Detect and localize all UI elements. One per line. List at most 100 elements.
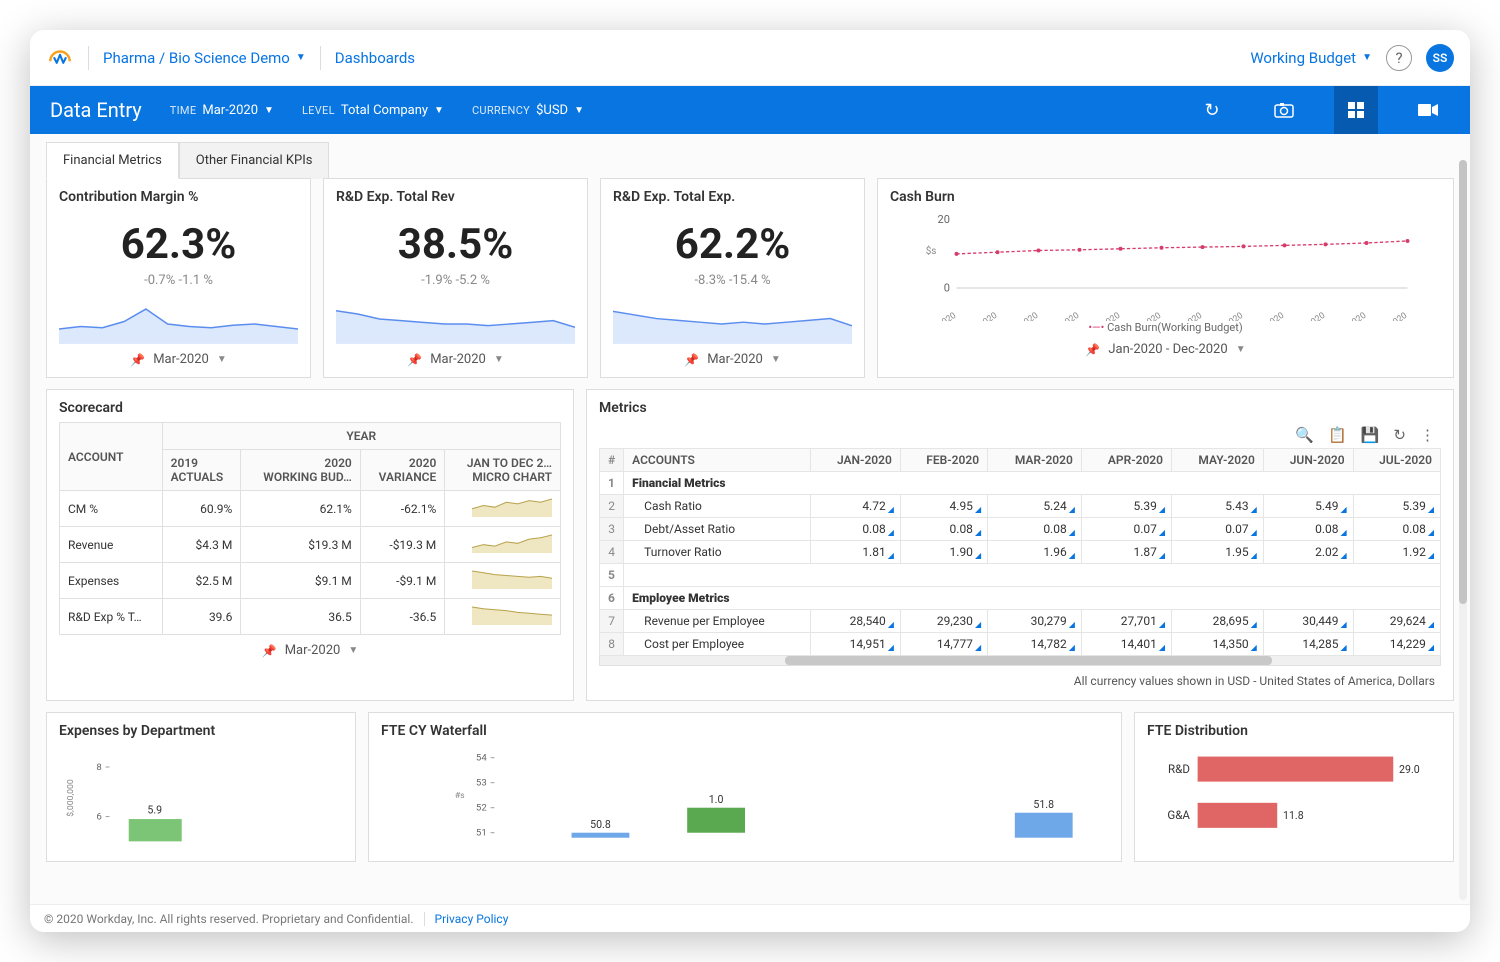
col-2020-bud: 2020WORKING BUD… [241,450,360,491]
copyright: © 2020 Workday, Inc. All rights reserved… [44,912,414,926]
card-title: FTE CY Waterfall [381,723,1109,739]
card-period-selector[interactable]: 📌Mar-2020▼ [59,344,298,367]
table-row[interactable]: 8Cost per Employee14,951◢14,777◢14,782◢1… [600,633,1441,656]
vertical-scrollbar[interactable] [1459,160,1467,900]
card-period-selector[interactable]: 📌 Mar-2020 ▼ [336,344,575,367]
kpi-card-rd-exp: R&D Exp. Total Exp. 62.2% -8.3% -15.4 % … [600,178,865,378]
table-row[interactable]: Revenue$4.3 M$19.3 M-$19.3 M [60,527,561,563]
divider [320,46,321,70]
metrics-card: Metrics 🔍 📋 💾 ↻ ⋮ #ACCOUNTSJAN-2020FEB-2… [586,389,1454,701]
copy-icon[interactable]: 📋 [1328,426,1347,444]
svg-text:Aug 2020: Aug 2020 [1209,311,1245,321]
workday-logo[interactable] [46,44,74,72]
refresh-icon[interactable]: ↻ [1190,86,1234,134]
expenses-chart: 68$,000,0005.9 [59,745,343,851]
content: Financial Metrics Other Financial KPIs C… [30,134,1470,932]
currency-footnote: All currency values shown in USD - Unite… [599,666,1441,690]
svg-text:51.8: 51.8 [1033,798,1054,811]
card-title: R&D Exp. Total Rev [336,189,575,205]
video-icon[interactable] [1406,86,1450,134]
svg-text:Sep 2020: Sep 2020 [1250,311,1286,321]
search-icon[interactable]: 🔍 [1295,426,1314,444]
kpi-delta: -0.7% -1.1 % [144,273,213,288]
waterfall-chart: 51525354#s50.81.051.8 [381,745,1109,851]
help-icon[interactable]: ? [1386,45,1412,71]
svg-text:#s: #s [455,791,465,801]
table-row[interactable]: 6Employee Metrics [600,587,1441,610]
table-row[interactable]: 3Debt/Asset Ratio0.08◢0.08◢0.08◢0.07◢0.0… [600,518,1441,541]
card-title: Cash Burn [890,189,1441,205]
kpi-card-rd-rev: R&D Exp. Total Rev 38.5% -1.9% -5.2 % 📌M… [323,178,588,378]
period-label: Mar-2020 [707,352,763,367]
chevron-down-icon: ▼ [494,354,504,365]
breadcrumb-project[interactable]: Pharma / Bio Science Demo ▼ [103,49,306,67]
card-title: Contribution Margin % [59,189,298,205]
privacy-link[interactable]: Privacy Policy [435,912,509,926]
time-filter[interactable]: TIME Mar-2020 ▼ [170,103,274,118]
table-row[interactable]: R&D Exp % T…39.636.5-36.5 [60,599,561,635]
table-row[interactable]: 4Turnover Ratio1.81◢1.90◢1.96◢1.87◢1.95◢… [600,541,1441,564]
table-row[interactable]: CM %60.9%62.1%-62.1% [60,491,561,527]
more-icon[interactable]: ⋮ [1420,426,1435,444]
card-title: Scorecard [59,400,561,416]
footer: © 2020 Workday, Inc. All rights reserved… [30,904,1470,932]
refresh-icon[interactable]: ↻ [1393,426,1406,444]
metrics-table: #ACCOUNTSJAN-2020FEB-2020MAR-2020APR-202… [599,448,1441,656]
camera-icon[interactable] [1262,86,1306,134]
metrics-toolbar: 🔍 📋 💾 ↻ ⋮ [599,422,1441,448]
svg-text:Jun 2020: Jun 2020 [1128,311,1164,321]
fte-waterfall-card: FTE CY Waterfall 51525354#s50.81.051.8 [368,712,1122,862]
svg-text:$,000,000: $,000,000 [65,779,76,817]
svg-text:51: 51 [476,828,487,839]
breadcrumb-page[interactable]: Dashboards [335,49,415,67]
tab-other-kpis[interactable]: Other Financial KPIs [179,142,330,179]
grid-view-icon[interactable] [1334,86,1378,134]
card-period-selector[interactable]: 📌Jan-2020 - Dec-2020▼ [890,334,1441,357]
cash-burn-chart: 020$sJan 2020Feb 2020Mar 2020Apr 2020May… [890,211,1441,321]
col-account: ACCOUNT [60,423,163,491]
table-row[interactable]: Expenses$2.5 M$9.1 M-$9.1 M [60,563,561,599]
breadcrumb-project-label: Pharma / Bio Science Demo [103,49,290,67]
table-row[interactable]: 2Cash Ratio4.72◢4.95◢5.24◢5.39◢5.43◢5.49… [600,495,1441,518]
sparkline [59,304,298,344]
table-row[interactable]: 7Revenue per Employee28,540◢29,230◢30,27… [600,610,1441,633]
chevron-down-icon: ▼ [1236,344,1246,355]
time-label: TIME [170,104,197,117]
pin-icon: 📌 [407,353,422,367]
chevron-down-icon: ▼ [1362,52,1372,63]
svg-text:54: 54 [476,753,487,764]
chevron-down-icon: ▼ [217,354,227,365]
chevron-down-icon: ▼ [264,105,274,116]
tabs: Financial Metrics Other Financial KPIs [46,142,1460,179]
save-icon[interactable]: 💾 [1361,426,1380,444]
svg-text:6: 6 [96,811,101,822]
table-row[interactable]: 5 [600,564,1441,587]
svg-text:Dec 2020: Dec 2020 [1373,311,1409,321]
table-row[interactable]: 1Financial Metrics [600,472,1441,495]
scorecard-card: Scorecard ACCOUNTYEAR 2019ACTUALS 2020WO… [46,389,574,701]
page-title: Data Entry [50,98,142,122]
avatar[interactable]: SS [1426,44,1454,72]
working-budget-label: Working Budget [1250,49,1356,67]
svg-text:Mar 2020: Mar 2020 [1004,311,1040,321]
svg-text:May 2020: May 2020 [1085,311,1122,321]
pin-icon: 📌 [1085,343,1100,357]
horizontal-scrollbar[interactable] [599,656,1441,666]
kpi-value: 38.5% [398,220,514,269]
period-label: Mar-2020 [430,352,486,367]
svg-text:8: 8 [96,762,101,773]
currency-filter[interactable]: CURRENCY $USD ▼ [472,103,584,118]
legend: •—• Cash Burn(Working Budget) [890,321,1441,334]
level-filter[interactable]: LEVEL Total Company ▼ [302,103,444,118]
chevron-down-icon: ▼ [574,105,584,116]
tab-financial-metrics[interactable]: Financial Metrics [46,142,179,179]
card-period-selector[interactable]: 📌Mar-2020▼ [613,344,852,367]
svg-text:Oct 2020: Oct 2020 [1292,311,1327,321]
working-budget-dropdown[interactable]: Working Budget ▼ [1250,49,1372,67]
card-period-selector[interactable]: 📌Mar-2020▼ [59,635,561,658]
fte-distribution-card: FTE Distribution R&D29.0G&A11.8 [1134,712,1454,862]
svg-text:29.0: 29.0 [1399,763,1420,776]
svg-text:52: 52 [476,803,487,814]
col-2019: 2019ACTUALS [162,450,241,491]
svg-text:Feb 2020: Feb 2020 [964,311,1000,321]
